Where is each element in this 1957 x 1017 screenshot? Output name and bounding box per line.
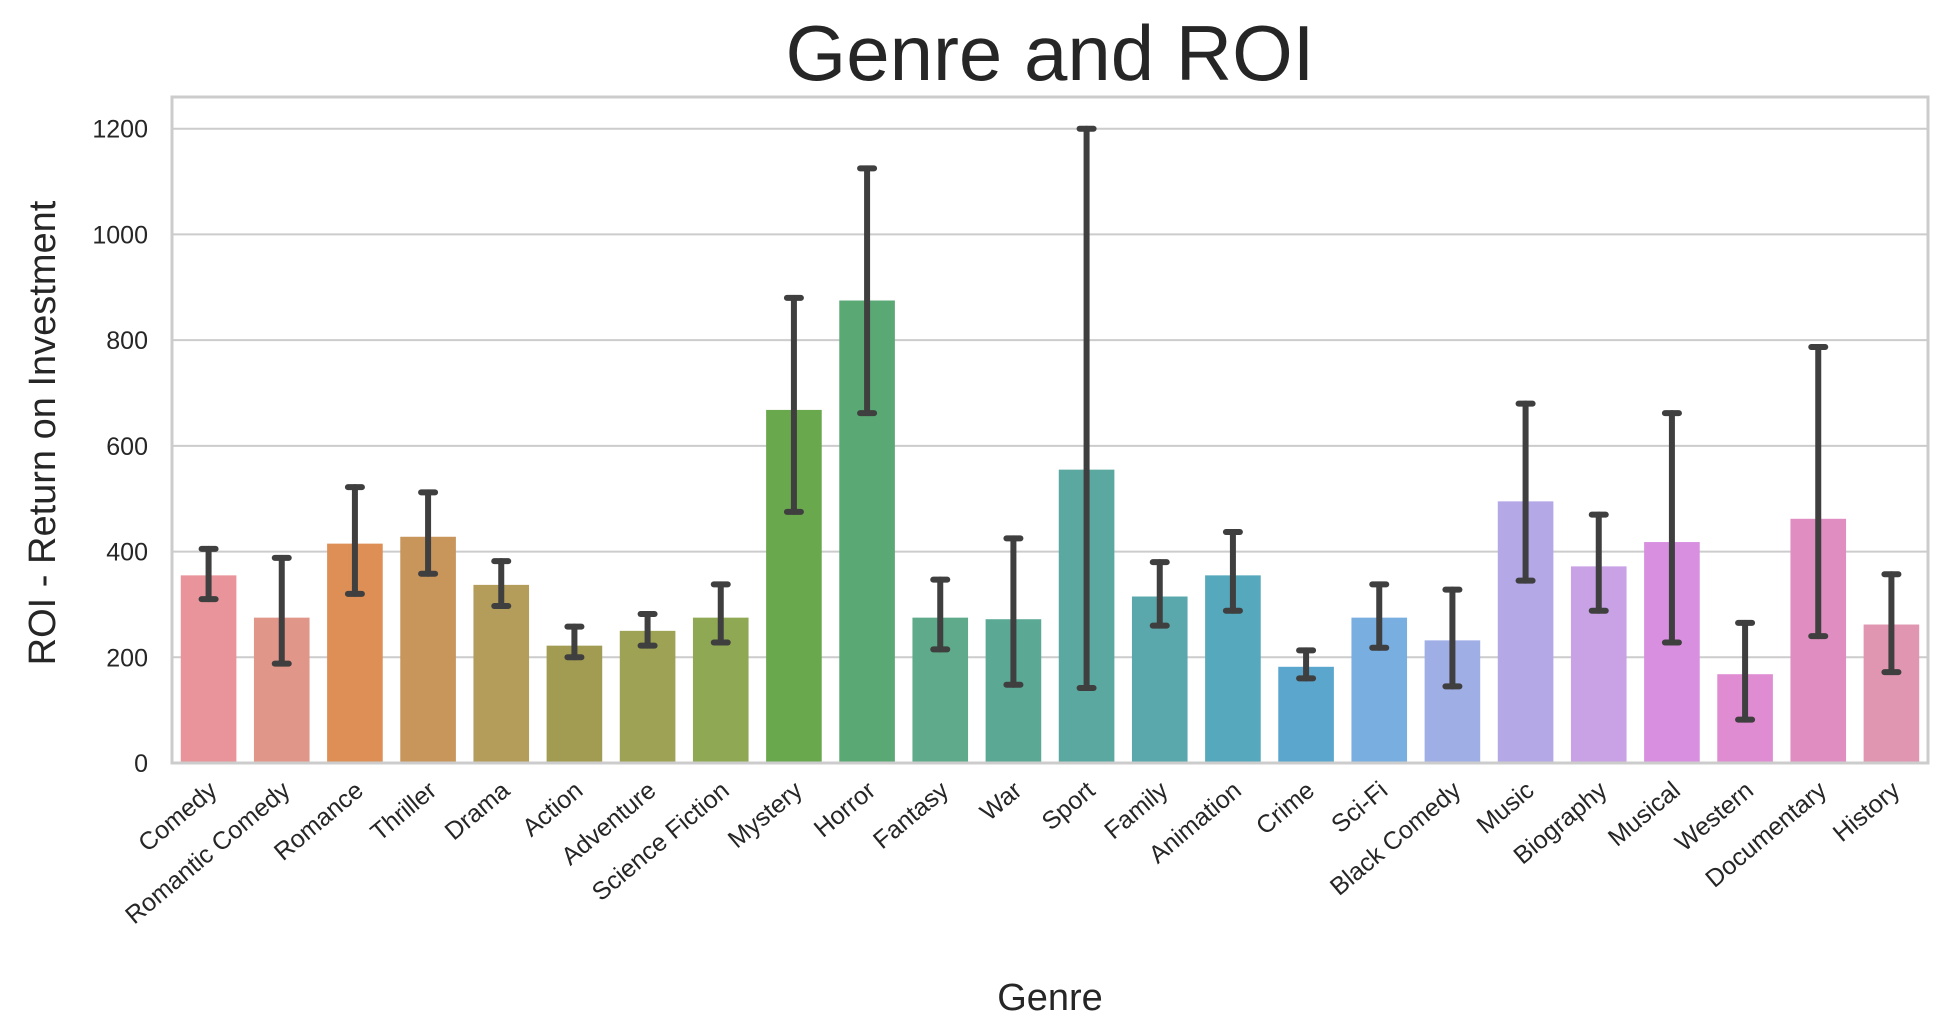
error-bar-fantasy bbox=[930, 576, 951, 653]
error-bar-romance bbox=[344, 484, 365, 597]
error-bar-sci-fi bbox=[1369, 581, 1390, 651]
error-bar-family bbox=[1149, 559, 1170, 629]
y-tick-label: 1000 bbox=[92, 221, 148, 249]
error-bar-mystery bbox=[783, 294, 804, 515]
error-bars bbox=[198, 125, 1902, 723]
error-bar-documentary bbox=[1808, 344, 1829, 640]
error-bar-biography bbox=[1588, 511, 1609, 614]
error-bar-musical bbox=[1661, 410, 1682, 646]
x-tick-label: Sport bbox=[1037, 776, 1101, 836]
bar-comedy bbox=[180, 575, 237, 763]
bars bbox=[180, 300, 1920, 763]
y-axis-label: ROI - Return on Investment bbox=[22, 200, 64, 665]
x-tick-label: War bbox=[975, 776, 1027, 826]
grid-lines bbox=[172, 127, 1928, 764]
error-bar-sport bbox=[1076, 125, 1097, 691]
y-tick-label: 0 bbox=[134, 750, 148, 778]
x-tick-label: History bbox=[1828, 776, 1906, 848]
error-bar-music bbox=[1515, 400, 1536, 584]
bar-crime bbox=[1278, 666, 1334, 763]
x-tick-label: Sci-Fi bbox=[1326, 776, 1393, 839]
y-tick-label: 600 bbox=[106, 433, 148, 461]
error-bar-black-comedy bbox=[1442, 586, 1463, 690]
x-tick-label: Crime bbox=[1251, 776, 1320, 840]
y-tick-labels: 0 200 400 600 800 1000 1200 bbox=[92, 116, 148, 778]
error-bar-western bbox=[1735, 619, 1756, 723]
x-tick-label: Drama bbox=[440, 776, 516, 846]
chart-title: Genre and ROI bbox=[786, 9, 1315, 97]
error-bar-adventure bbox=[637, 610, 658, 649]
error-bar-science-fiction bbox=[710, 581, 731, 646]
bar-adventure bbox=[619, 630, 676, 763]
error-bar-romantic-comedy bbox=[271, 554, 292, 667]
error-bar-history bbox=[1881, 571, 1902, 676]
error-bar-war bbox=[1003, 535, 1024, 688]
error-bar-animation bbox=[1222, 529, 1243, 614]
y-tick-label: 200 bbox=[106, 644, 148, 672]
bar-action bbox=[546, 645, 603, 763]
error-bar-horror bbox=[857, 165, 878, 417]
error-bar-comedy bbox=[198, 545, 219, 603]
y-tick-label: 400 bbox=[106, 539, 148, 567]
x-tick-label: Black Comedy bbox=[1325, 776, 1467, 901]
error-bar-thriller bbox=[418, 489, 439, 577]
plot-frame bbox=[170, 95, 1930, 765]
y-tick-label: 800 bbox=[106, 327, 148, 355]
error-bar-crime bbox=[1296, 647, 1317, 682]
x-tick-label: Thriller bbox=[365, 776, 442, 847]
error-bar-drama bbox=[491, 558, 512, 610]
y-tick-label: 1200 bbox=[92, 116, 148, 144]
error-bar-action bbox=[564, 623, 585, 661]
x-tick-label: Mystery bbox=[723, 776, 808, 854]
x-axis-label: Genre bbox=[997, 977, 1103, 1017]
x-tick-label: Fantasy bbox=[868, 776, 955, 855]
bar-drama bbox=[473, 584, 530, 763]
